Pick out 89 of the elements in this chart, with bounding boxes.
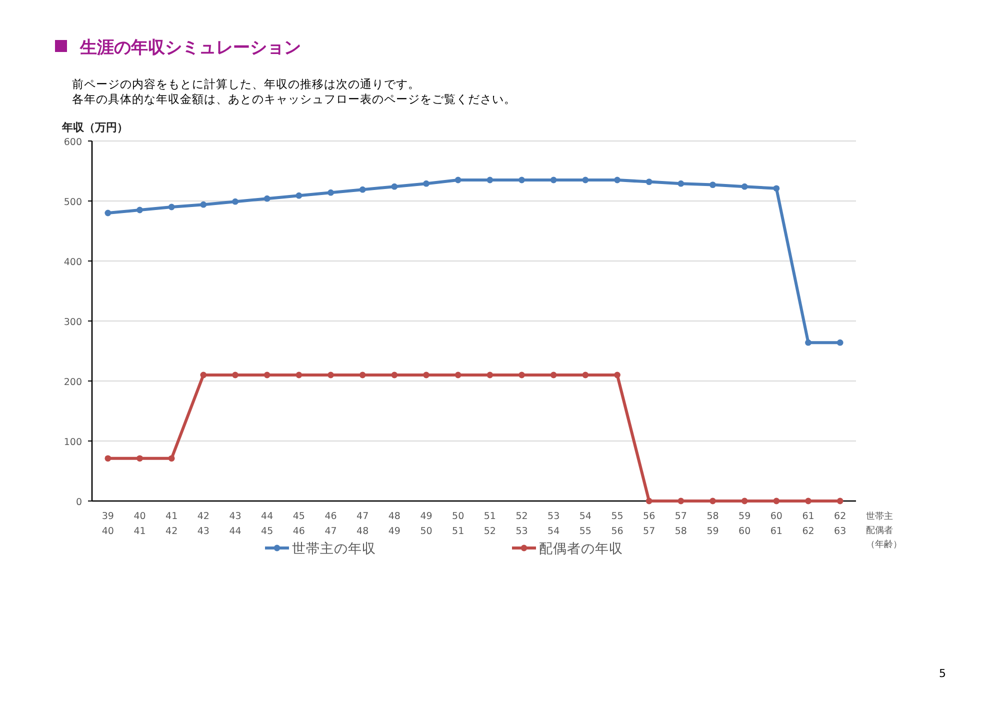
- point: [264, 195, 270, 202]
- point: [200, 201, 207, 208]
- point: [359, 186, 366, 193]
- x-tick-label: 53 54: [548, 511, 560, 537]
- point: [710, 182, 716, 188]
- text: 配偶者: [866, 525, 893, 536]
- point: [104, 455, 112, 462]
- point: [454, 176, 462, 184]
- point: [614, 372, 620, 378]
- y-tick-label: 200: [64, 377, 82, 388]
- x-tick-label: 56 57: [643, 511, 656, 537]
- x-tick-label: 55 56: [611, 511, 624, 537]
- x-tick-label: 60 61: [770, 511, 782, 537]
- x-tick-label: 39 40: [102, 511, 114, 537]
- point: [678, 180, 684, 187]
- point: [582, 176, 589, 184]
- point: [168, 455, 175, 462]
- x-tick-label: 42 43: [197, 511, 210, 537]
- point: [678, 498, 684, 504]
- point: [359, 372, 366, 378]
- text: （年齢）: [866, 539, 902, 550]
- point: [296, 192, 302, 199]
- x-tick-label: 59 60: [738, 511, 751, 537]
- point: [328, 189, 334, 196]
- text: 各年の具体的な年収金額は、あとのキャッシュフロー表のページをご覧ください。: [72, 92, 516, 106]
- x-tick-label: 62 63: [834, 511, 846, 537]
- point: [836, 339, 844, 346]
- x-tick-label: 49 50: [420, 511, 432, 537]
- chart-subtitle: 前ページの内容をもとに計算した、年収の推移は次の通りです。: [72, 77, 420, 91]
- x-tick-label: 50 51: [452, 511, 464, 537]
- point: [486, 176, 494, 184]
- x-tick-label: 52 53: [516, 511, 528, 537]
- point: [486, 372, 494, 378]
- point: [741, 183, 748, 190]
- point: [328, 372, 334, 378]
- point: [391, 183, 398, 190]
- point: [264, 372, 270, 378]
- point: [391, 372, 398, 378]
- point: [423, 372, 430, 378]
- x-tick-label: 44 45: [261, 511, 274, 537]
- x-tick-label: 54 55: [579, 511, 592, 537]
- legend-label: 世帯主の年収: [292, 541, 376, 557]
- point: [550, 176, 557, 184]
- x-tick-label: 40 41: [134, 511, 146, 537]
- x-tick-label: 45 46: [292, 511, 305, 537]
- y-tick-label: 300: [64, 317, 82, 328]
- point: [646, 498, 652, 504]
- point: [232, 372, 238, 378]
- legend-label: 配偶者の年収: [539, 541, 623, 557]
- point: [423, 180, 430, 187]
- point: [805, 339, 812, 346]
- point: [104, 210, 112, 216]
- y-tick-label: 400: [64, 257, 82, 268]
- x-tick-label: 58 59: [706, 511, 719, 537]
- point: [136, 206, 143, 214]
- point: [550, 372, 557, 378]
- point: [200, 372, 207, 378]
- y-axis-title: 年収（万円）: [61, 121, 128, 134]
- point: [582, 372, 589, 378]
- point: [805, 498, 812, 504]
- point: [518, 176, 525, 184]
- point: [836, 498, 844, 504]
- point: [741, 498, 748, 504]
- text: 5: [939, 667, 946, 680]
- y-tick-label: 600: [64, 137, 82, 148]
- y-tick-label: 100: [64, 437, 82, 448]
- point: [136, 455, 143, 462]
- x-tick-label: 46 47: [324, 511, 337, 537]
- chart-title: 生涯の年収シミュレーション: [79, 38, 301, 58]
- point: [710, 498, 716, 504]
- point: [518, 372, 525, 378]
- x-tick-label: 47 48: [356, 511, 369, 537]
- x-tick-label: 61 62: [802, 511, 814, 537]
- point: [773, 185, 780, 192]
- y-tick-label: 500: [64, 197, 82, 208]
- x-tick-label: 51 52: [484, 511, 496, 537]
- x-axis-title: 世帯主: [866, 511, 893, 522]
- point: [773, 498, 780, 504]
- x-tick-label: 48 49: [388, 511, 400, 537]
- point: [168, 204, 175, 210]
- point: [296, 372, 302, 378]
- y-tick-label: 0: [76, 497, 82, 508]
- x-tick-label: 41 42: [166, 511, 178, 537]
- point: [454, 372, 462, 378]
- point: [614, 176, 620, 184]
- x-tick-label: 57 58: [674, 511, 687, 537]
- point: [646, 178, 652, 185]
- x-tick-label: 43 44: [229, 511, 242, 537]
- point: [232, 198, 238, 205]
